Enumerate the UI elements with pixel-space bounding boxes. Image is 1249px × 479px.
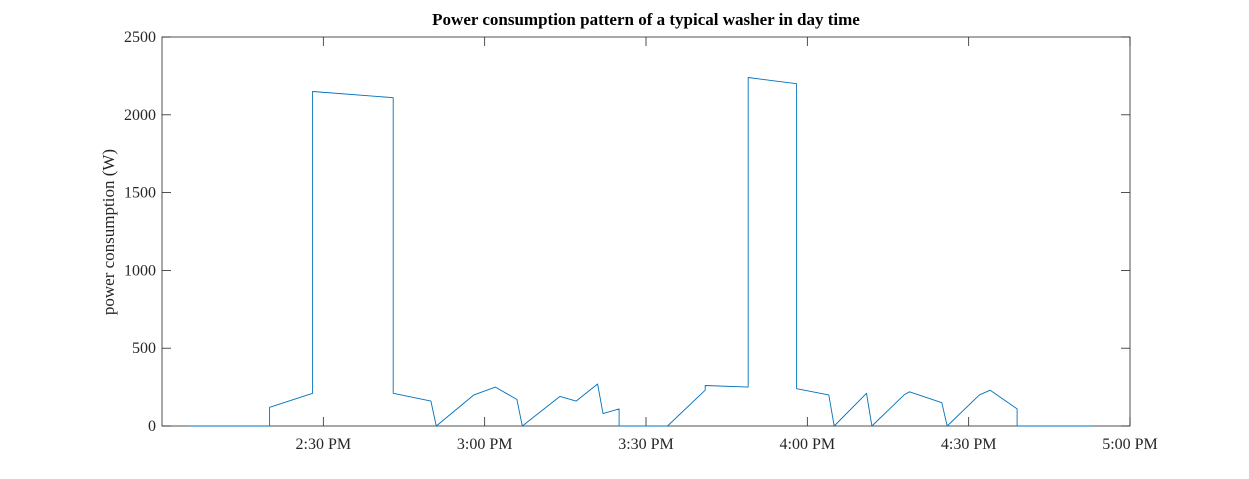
y-tick-label: 500 <box>132 340 156 357</box>
series-line-power <box>188 77 1093 427</box>
chart-title: Power consumption pattern of a typical w… <box>432 10 860 29</box>
y-tick-label: 1500 <box>124 185 156 202</box>
x-tick-label: 2:30 PM <box>296 436 352 453</box>
x-axis-ticks: 2:30 PM 3:00 PM 3:30 PM 4:00 PM 4:30 PM 5:00 … <box>296 37 1158 453</box>
y-tick-label: 1000 <box>124 262 156 279</box>
y-axis-ticks: 0 500 1000 1500 2000 2500 <box>124 29 1130 435</box>
y-tick-label: 0 <box>148 418 156 435</box>
y-axis-label: power consumption (W) <box>99 149 118 315</box>
y-tick-label: 2500 <box>124 29 156 46</box>
x-tick-label: 3:30 PM <box>618 436 674 453</box>
plot-area <box>161 36 1131 427</box>
x-tick-label: 5:00 PM <box>1102 436 1158 453</box>
x-tick-label: 4:00 PM <box>780 436 836 453</box>
x-tick-label: 4:30 PM <box>941 436 997 453</box>
x-tick-label: 3:00 PM <box>457 436 513 453</box>
y-tick-label: 2000 <box>124 107 156 124</box>
